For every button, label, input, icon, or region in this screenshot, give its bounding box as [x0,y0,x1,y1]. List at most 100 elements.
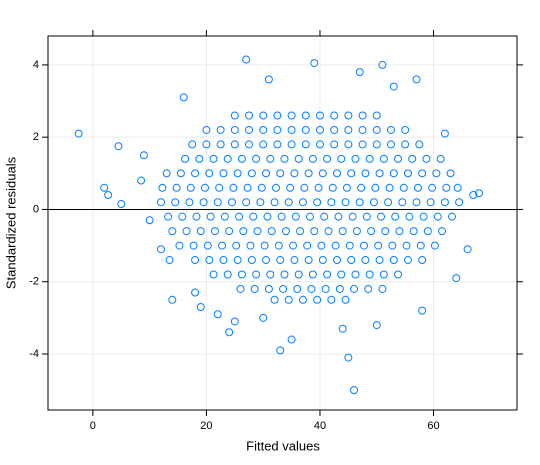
point [267,227,276,236]
point [317,241,326,250]
point [279,284,288,293]
point [359,241,368,250]
point [235,212,244,221]
point [335,284,344,293]
point [284,198,293,207]
point [446,169,455,178]
point [364,284,373,293]
point [168,295,177,304]
point [225,227,234,236]
point [236,284,245,293]
point [287,125,296,134]
point [196,303,205,312]
point [100,183,109,192]
point [355,198,364,207]
point [310,227,319,236]
point [315,140,324,149]
point [338,324,347,333]
point [386,125,395,134]
point [286,183,295,192]
point [385,183,394,192]
point [372,111,381,120]
point [188,140,197,149]
point [259,125,268,134]
point [216,125,225,134]
point [139,151,148,160]
point [191,256,200,265]
point [352,227,361,236]
point [239,227,248,236]
x-axis-label: Fitted values [246,438,320,453]
point [453,183,462,192]
point [246,241,255,250]
point [252,154,261,163]
point [202,140,211,149]
point [230,125,239,134]
point [395,227,404,236]
point [176,169,185,178]
point [394,270,403,279]
point [233,256,242,265]
point [206,212,215,221]
point [220,212,229,221]
point [440,129,449,138]
point [418,256,427,265]
point [205,256,214,265]
point [293,284,302,293]
point [145,216,154,225]
point [447,212,456,221]
point [213,310,222,319]
point [398,198,407,207]
point [270,198,279,207]
point [237,154,246,163]
point [362,212,371,221]
point [350,284,359,293]
point [413,183,422,192]
point [215,183,224,192]
point [276,169,285,178]
point [280,154,289,163]
point [358,125,367,134]
point [436,154,445,163]
point [408,154,417,163]
point [463,245,472,254]
point [192,212,201,221]
point [230,111,239,120]
point [200,183,209,192]
point [394,154,403,163]
point [361,256,370,265]
point [219,169,228,178]
point [310,59,319,68]
point [259,111,268,120]
point [281,227,290,236]
point [237,270,246,279]
point [205,169,214,178]
point [247,256,256,265]
point [291,212,300,221]
point [432,169,441,178]
point [273,125,282,134]
point [182,227,191,236]
point [330,140,339,149]
point [469,190,478,199]
point [284,295,293,304]
point [252,270,261,279]
point [337,270,346,279]
point [401,140,410,149]
point [442,183,451,192]
point [369,198,378,207]
point [263,212,272,221]
point [213,198,222,207]
point [290,169,299,178]
point [274,241,283,250]
point [320,212,329,221]
point [347,256,356,265]
point [156,198,165,207]
point [185,198,194,207]
point [230,317,239,326]
point [171,198,180,207]
point [418,306,427,315]
point [344,111,353,120]
point [313,198,322,207]
